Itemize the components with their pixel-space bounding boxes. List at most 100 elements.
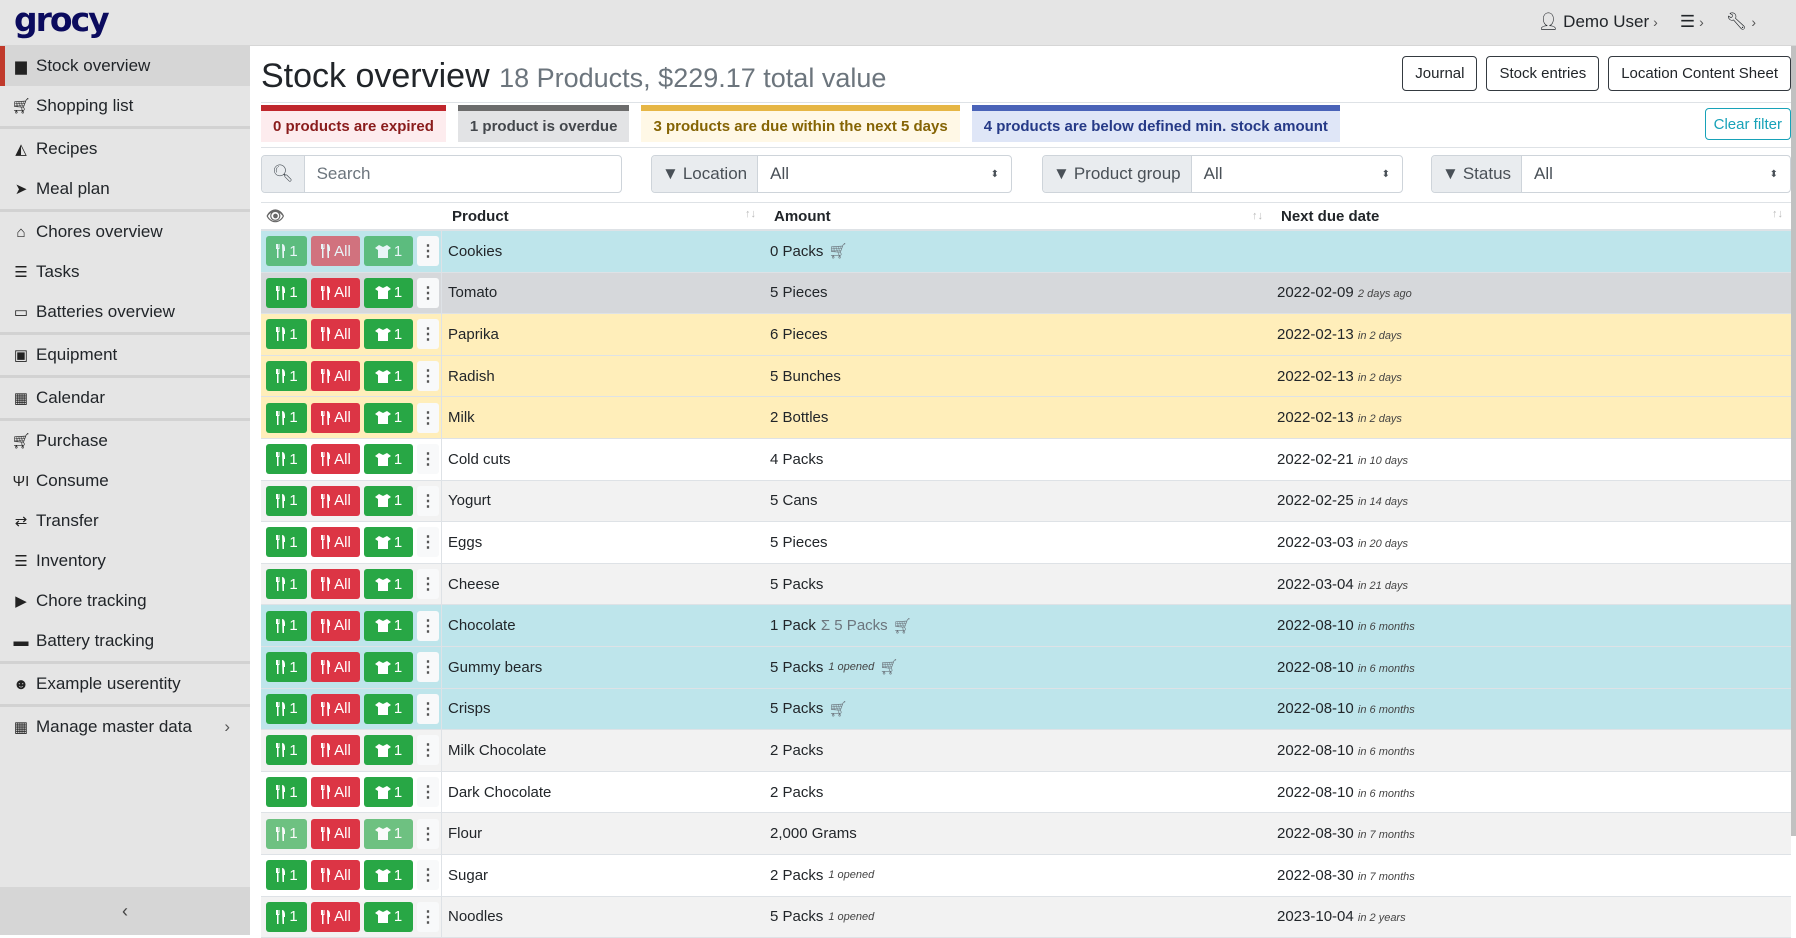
consume-one-button[interactable]: 1: [266, 527, 307, 557]
product-name[interactable]: Sugar: [442, 867, 764, 884]
more-actions-button[interactable]: ⋮: [417, 278, 439, 308]
sidebar-item-calendar[interactable]: ▦Calendar: [0, 378, 250, 418]
status-filter-alert[interactable]: 4 products are below defined min. stock …: [972, 105, 1340, 142]
open-one-button[interactable]: 1: [364, 319, 413, 349]
more-actions-button[interactable]: ⋮: [417, 403, 439, 433]
product-name[interactable]: Cheese: [442, 576, 764, 593]
product-name[interactable]: Flour: [442, 825, 764, 842]
open-one-button[interactable]: 1: [364, 777, 413, 807]
sidebar-item-shopping-list[interactable]: 🛒︎Shopping list: [0, 86, 250, 126]
more-actions-button[interactable]: ⋮: [417, 611, 439, 641]
product-name[interactable]: Paprika: [442, 326, 764, 343]
open-one-button[interactable]: 1: [364, 569, 413, 599]
sidebar-item-batteries-overview[interactable]: ▭Batteries overview: [0, 292, 250, 332]
product-group-select[interactable]: All⬍: [1192, 156, 1402, 192]
sidebar-item-battery-tracking[interactable]: ▬Battery tracking: [0, 621, 250, 661]
status-filter-alert[interactable]: 0 products are expired: [261, 105, 446, 142]
sidebar-item-equipment[interactable]: ▣Equipment: [0, 335, 250, 375]
open-one-button[interactable]: 1: [364, 278, 413, 308]
consume-all-button[interactable]: All: [311, 444, 360, 474]
more-actions-button[interactable]: ⋮: [417, 527, 439, 557]
consume-one-button[interactable]: 1: [266, 569, 307, 599]
status-select[interactable]: All⬍: [1522, 156, 1790, 192]
header-amount[interactable]: Amount↑↓: [764, 208, 1271, 225]
consume-one-button[interactable]: 1: [266, 319, 307, 349]
product-name[interactable]: Tomato: [442, 284, 764, 301]
consume-one-button[interactable]: 1: [266, 403, 307, 433]
consume-all-button[interactable]: All: [311, 236, 360, 266]
consume-one-button[interactable]: 1: [266, 611, 307, 641]
sidebar-item-tasks[interactable]: ☰Tasks: [0, 252, 250, 292]
grocy-logo[interactable]: grocy: [14, 0, 108, 40]
consume-one-button[interactable]: 1: [266, 361, 307, 391]
product-name[interactable]: Noodles: [442, 908, 764, 925]
more-actions-button[interactable]: ⋮: [417, 652, 439, 682]
consume-one-button[interactable]: 1: [266, 236, 307, 266]
consume-all-button[interactable]: All: [311, 819, 360, 849]
more-actions-button[interactable]: ⋮: [417, 902, 439, 932]
consume-all-button[interactable]: All: [311, 902, 360, 932]
location-content-sheet-button[interactable]: Location Content Sheet: [1608, 56, 1791, 91]
consume-one-button[interactable]: 1: [266, 694, 307, 724]
stock-entries-button[interactable]: Stock entries: [1486, 56, 1599, 91]
product-name[interactable]: Chocolate: [442, 617, 764, 634]
sidebar-item-stock-overview[interactable]: ▆Stock overview: [0, 46, 250, 86]
open-one-button[interactable]: 1: [364, 694, 413, 724]
user-menu[interactable]: 👤︎Demo User›: [1538, 12, 1658, 32]
scrollbar[interactable]: [1791, 46, 1796, 836]
sidebar-item-chore-tracking[interactable]: ▶Chore tracking: [0, 581, 250, 621]
header-due-date[interactable]: Next due date↑↓: [1271, 208, 1791, 225]
open-one-button[interactable]: 1: [364, 486, 413, 516]
more-actions-button[interactable]: ⋮: [417, 735, 439, 765]
sidebar-collapse-button[interactable]: ‹: [0, 887, 250, 935]
consume-one-button[interactable]: 1: [266, 486, 307, 516]
open-one-button[interactable]: 1: [364, 735, 413, 765]
more-actions-button[interactable]: ⋮: [417, 819, 439, 849]
status-filter-alert[interactable]: 3 products are due within the next 5 day…: [641, 105, 959, 142]
status-filter-alert[interactable]: 1 product is overdue: [458, 105, 630, 142]
consume-one-button[interactable]: 1: [266, 735, 307, 765]
more-actions-button[interactable]: ⋮: [417, 486, 439, 516]
more-actions-button[interactable]: ⋮: [417, 860, 439, 890]
location-select[interactable]: All⬍: [758, 156, 1011, 192]
consume-one-button[interactable]: 1: [266, 278, 307, 308]
open-one-button[interactable]: 1: [364, 611, 413, 641]
consume-all-button[interactable]: All: [311, 611, 360, 641]
tools-menu[interactable]: 🔧︎›: [1726, 12, 1756, 32]
sidebar-item-purchase[interactable]: 🛒︎Purchase: [0, 421, 250, 461]
consume-one-button[interactable]: 1: [266, 819, 307, 849]
open-one-button[interactable]: 1: [364, 860, 413, 890]
more-actions-button[interactable]: ⋮: [417, 361, 439, 391]
open-one-button[interactable]: 1: [364, 444, 413, 474]
journal-button[interactable]: Journal: [1402, 56, 1477, 91]
consume-all-button[interactable]: All: [311, 361, 360, 391]
more-actions-button[interactable]: ⋮: [417, 319, 439, 349]
sidebar-item-transfer[interactable]: ⇄Transfer: [0, 501, 250, 541]
consume-all-button[interactable]: All: [311, 694, 360, 724]
settings-menu[interactable]: ☰›: [1680, 12, 1704, 32]
sidebar-item-meal-plan[interactable]: ➤Meal plan: [0, 169, 250, 209]
search-input[interactable]: Search: [305, 156, 621, 192]
more-actions-button[interactable]: ⋮: [417, 694, 439, 724]
product-name[interactable]: Milk Chocolate: [442, 742, 764, 759]
more-actions-button[interactable]: ⋮: [417, 444, 439, 474]
consume-one-button[interactable]: 1: [266, 652, 307, 682]
consume-one-button[interactable]: 1: [266, 902, 307, 932]
clear-filter-button[interactable]: Clear filter: [1705, 108, 1791, 140]
consume-all-button[interactable]: All: [311, 860, 360, 890]
product-name[interactable]: Cold cuts: [442, 451, 764, 468]
consume-all-button[interactable]: All: [311, 777, 360, 807]
consume-all-button[interactable]: All: [311, 569, 360, 599]
product-name[interactable]: Crisps: [442, 700, 764, 717]
open-one-button[interactable]: 1: [364, 652, 413, 682]
sidebar-item-example-userentity[interactable]: ☻Example userentity: [0, 664, 250, 704]
product-name[interactable]: Milk: [442, 409, 764, 426]
consume-all-button[interactable]: All: [311, 735, 360, 765]
product-name[interactable]: Radish: [442, 368, 764, 385]
sidebar-item-recipes[interactable]: ◭Recipes: [0, 129, 250, 169]
consume-all-button[interactable]: All: [311, 278, 360, 308]
product-name[interactable]: Gummy bears: [442, 659, 764, 676]
open-one-button[interactable]: 1: [364, 236, 413, 266]
header-product[interactable]: Product↑↓: [442, 208, 764, 225]
